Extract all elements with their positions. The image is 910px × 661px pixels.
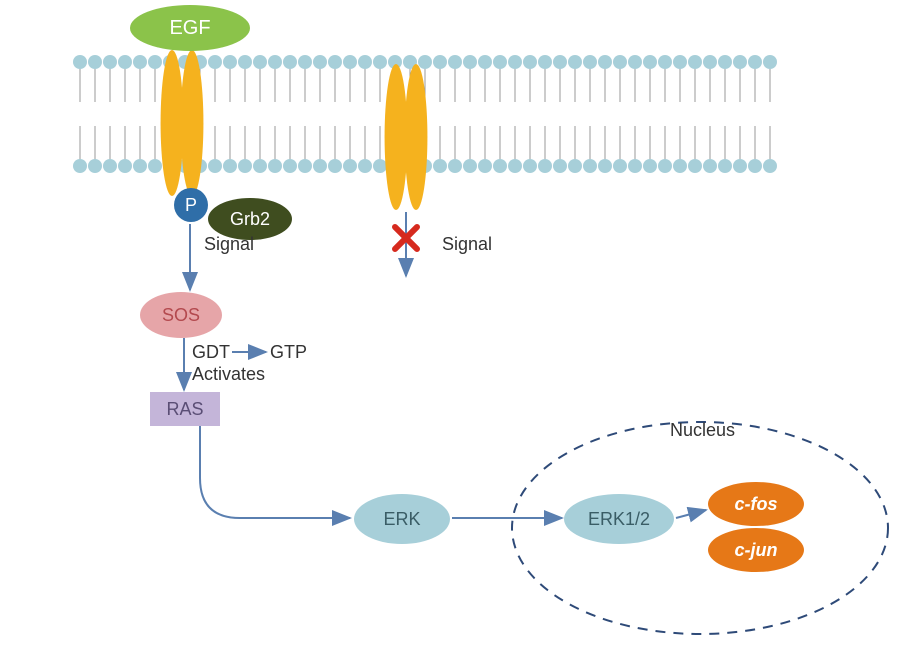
phospho-label: P: [185, 195, 197, 216]
signal-label-1: Signal: [204, 234, 254, 255]
gdt-label: GDT: [192, 342, 230, 363]
phospho-node: P: [174, 188, 208, 222]
erk12-node: ERK1/2: [564, 494, 674, 544]
gtp-label: GTP: [270, 342, 307, 363]
egf-node: EGF: [130, 5, 250, 51]
grb2-label: Grb2: [230, 209, 270, 230]
erk12-label: ERK1/2: [588, 509, 650, 530]
erk-node: ERK: [354, 494, 450, 544]
cjun-node: c-jun: [708, 528, 804, 572]
cfos-label: c-fos: [734, 494, 777, 515]
sos-label: SOS: [162, 305, 200, 326]
cfos-node: c-fos: [708, 482, 804, 526]
ras-label: RAS: [166, 399, 203, 420]
ras-node: RAS: [150, 392, 220, 426]
erk-label: ERK: [383, 509, 420, 530]
cjun-label: c-jun: [735, 540, 778, 561]
diagram-canvas: EGF P Grb2 SOS RAS ERK ERK1/2 c-fos c-ju…: [0, 0, 910, 661]
receptors: [161, 50, 428, 210]
signal-label-2: Signal: [442, 234, 492, 255]
sos-node: SOS: [140, 292, 222, 338]
egf-label: EGF: [169, 17, 210, 40]
nucleus-label: Nucleus: [670, 420, 735, 441]
activates-label: Activates: [192, 364, 265, 385]
